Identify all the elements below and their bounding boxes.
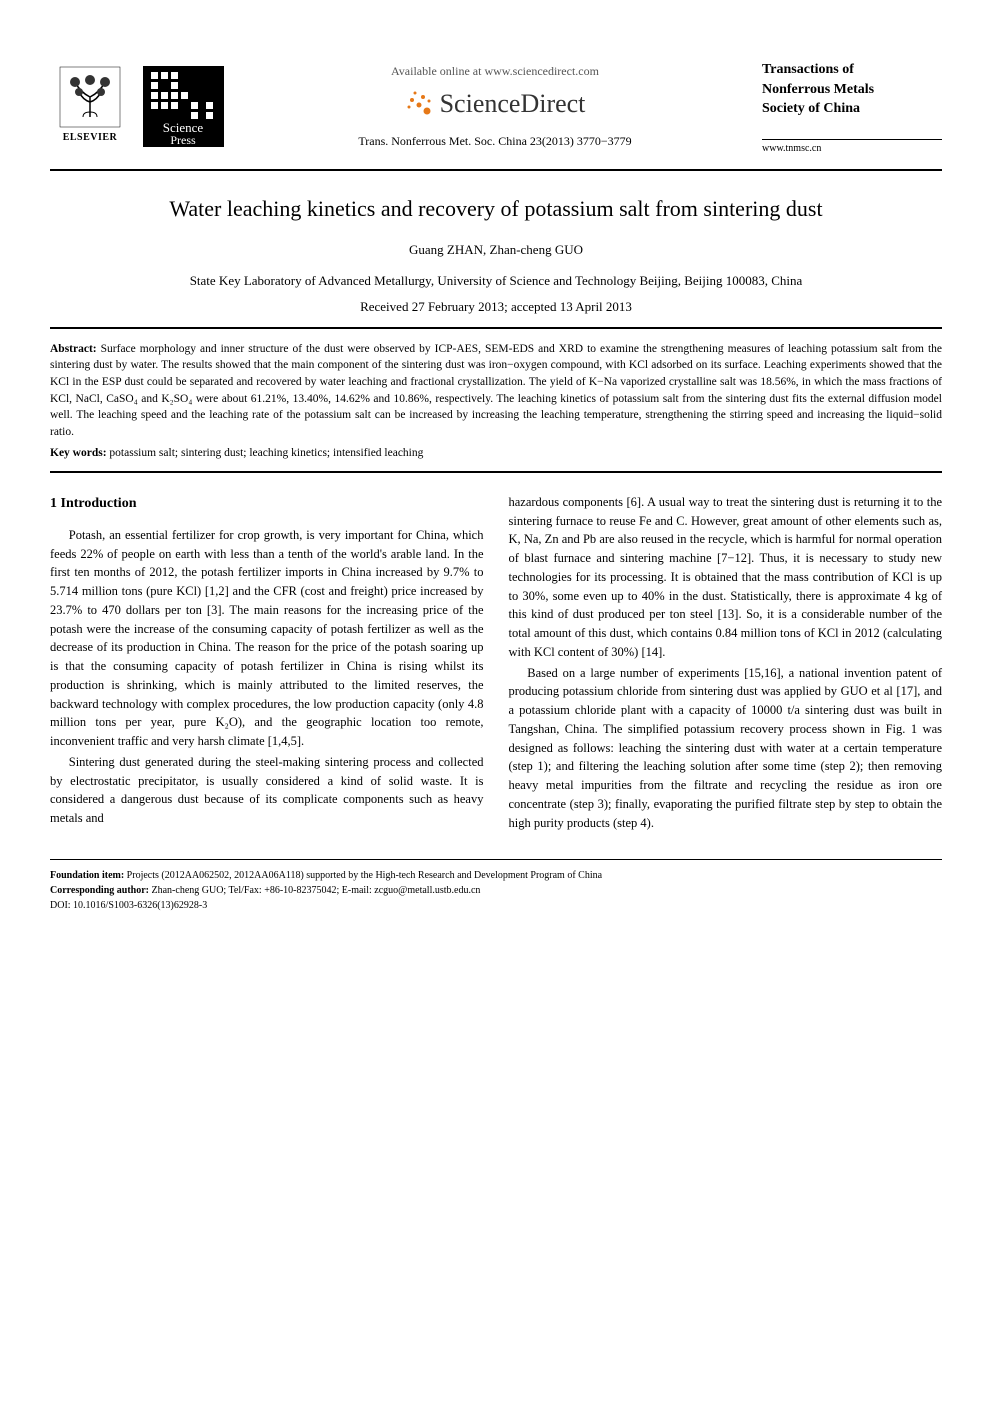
- journal-title: Transactions of Nonferrous Metals Societ…: [762, 60, 942, 119]
- keywords-label: Key words:: [50, 447, 109, 459]
- corresponding-text: Zhan-cheng GUO; Tel/Fax: +86-10-82375042…: [152, 885, 481, 896]
- journal-citation: Trans. Nonferrous Met. Soc. China 23(201…: [228, 134, 762, 149]
- journal-title-line3: Society of China: [762, 101, 860, 116]
- section-heading-intro: 1 Introduction: [50, 493, 484, 514]
- left-paragraph-1: Potash, an essential fertilizer for crop…: [50, 526, 484, 751]
- abstract-text: Abstract: Surface morphology and inner s…: [50, 341, 942, 441]
- body-columns: 1 Introduction Potash, an essential fert…: [50, 493, 942, 835]
- foundation-item: Foundation item: Projects (2012AA062502,…: [50, 868, 942, 883]
- corresponding-author: Corresponding author: Zhan-cheng GUO; Te…: [50, 883, 942, 898]
- doi-line: DOI: 10.1016/S1003-6326(13)62928-3: [50, 898, 942, 913]
- center-header: Available online at www.sciencedirect.co…: [228, 64, 762, 149]
- abstract-section: Abstract: Surface morphology and inner s…: [50, 327, 942, 473]
- authors: Guang ZHAN, Zhan-cheng GUO: [50, 242, 942, 258]
- journal-url: www.tnmsc.cn: [762, 139, 942, 154]
- journal-info-right: Transactions of Nonferrous Metals Societ…: [762, 60, 942, 154]
- affiliation: State Key Laboratory of Advanced Metallu…: [50, 273, 942, 289]
- abstract-label: Abstract:: [50, 343, 101, 355]
- svg-text:Press: Press: [170, 133, 196, 147]
- sciencedirect-text: ScienceDirect: [440, 89, 586, 119]
- keywords-text: potassium salt; sintering dust; leaching…: [109, 447, 423, 459]
- elsevier-tree-icon: [55, 62, 125, 132]
- page-header: ELSEVIER: [50, 60, 942, 154]
- article-title: Water leaching kinetics and recovery of …: [50, 196, 942, 222]
- journal-title-line1: Transactions of: [762, 62, 854, 77]
- right-paragraph-1: hazardous components [6]. A usual way to…: [509, 493, 943, 662]
- sciencedirect-icon: [405, 89, 435, 119]
- available-online-text: Available online at www.sciencedirect.co…: [228, 64, 762, 79]
- foundation-text: Projects (2012AA062502, 2012AA06A118) su…: [127, 870, 602, 881]
- received-accepted-dates: Received 27 February 2013; accepted 13 A…: [50, 299, 942, 315]
- left-column: 1 Introduction Potash, an essential fert…: [50, 493, 484, 835]
- science-press-logo: Science Press: [138, 62, 228, 152]
- corresponding-label: Corresponding author:: [50, 885, 152, 896]
- left-paragraph-2: Sintering dust generated during the stee…: [50, 753, 484, 828]
- keywords-line: Key words: potassium salt; sintering dus…: [50, 447, 942, 459]
- right-column: hazardous components [6]. A usual way to…: [509, 493, 943, 835]
- science-press-icon: Science Press: [141, 64, 226, 149]
- foundation-label: Foundation item:: [50, 870, 127, 881]
- right-paragraph-2: Based on a large number of experiments […: [509, 664, 943, 833]
- sciencedirect-logo: ScienceDirect: [228, 89, 762, 119]
- journal-title-line2: Nonferrous Metals: [762, 82, 874, 97]
- divider-top: [50, 169, 942, 171]
- elsevier-label: ELSEVIER: [63, 132, 118, 143]
- abstract-body: Surface morphology and inner structure o…: [50, 343, 942, 438]
- elsevier-logo: ELSEVIER: [50, 62, 130, 152]
- footer: Foundation item: Projects (2012AA062502,…: [50, 859, 942, 913]
- publisher-logos: ELSEVIER: [50, 62, 228, 152]
